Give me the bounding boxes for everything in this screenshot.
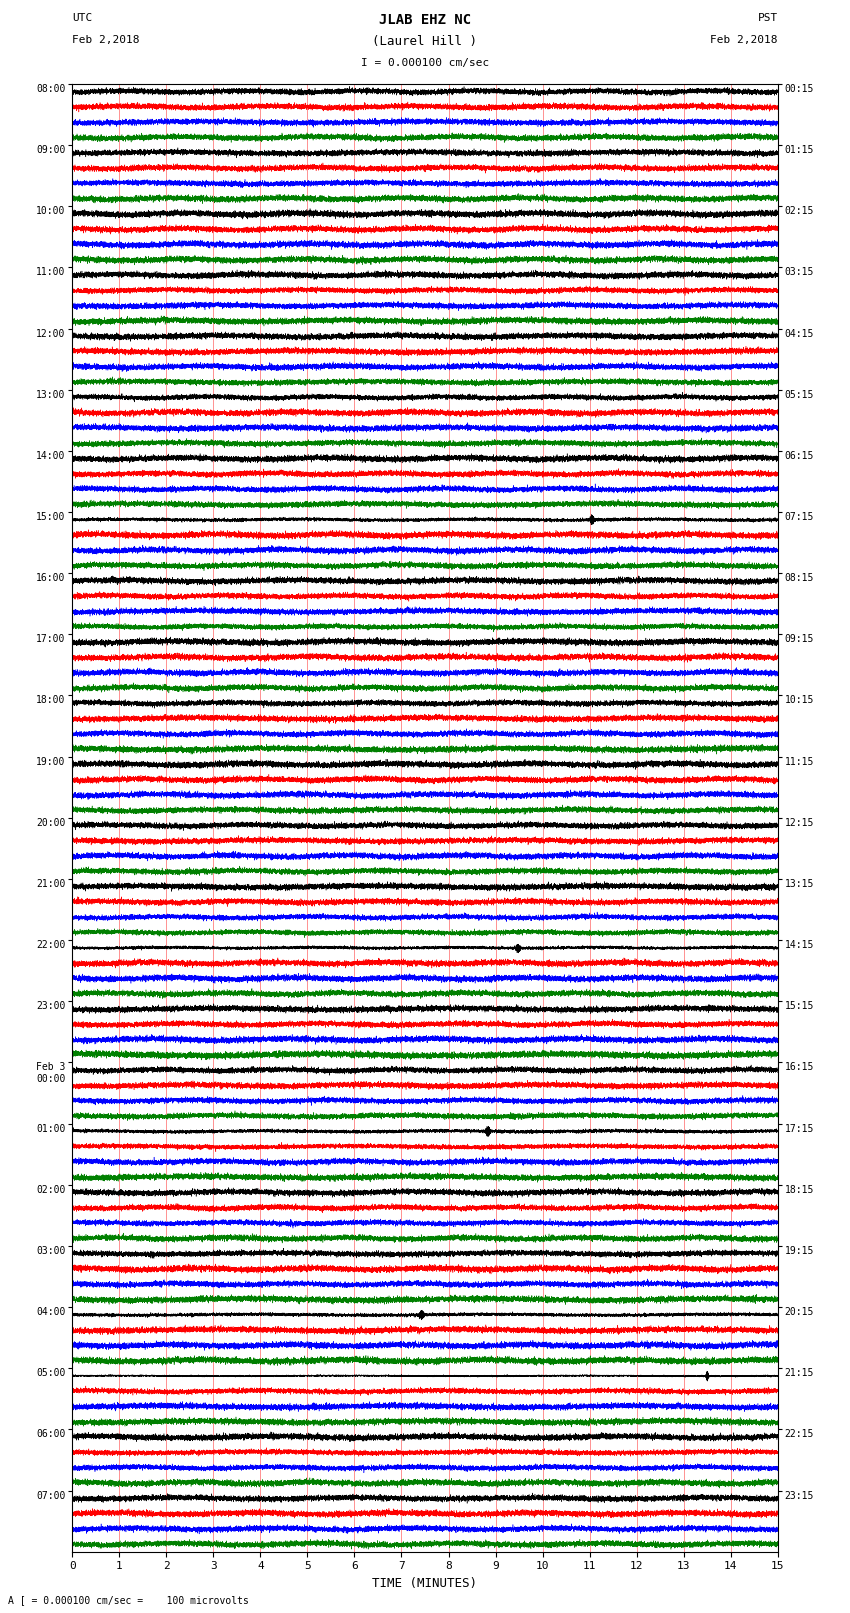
Text: I = 0.000100 cm/sec: I = 0.000100 cm/sec bbox=[361, 58, 489, 68]
Text: Feb 2,2018: Feb 2,2018 bbox=[72, 35, 139, 45]
X-axis label: TIME (MINUTES): TIME (MINUTES) bbox=[372, 1578, 478, 1590]
Text: Feb 2,2018: Feb 2,2018 bbox=[711, 35, 778, 45]
Text: UTC: UTC bbox=[72, 13, 93, 23]
Text: A [ = 0.000100 cm/sec =    100 microvolts: A [ = 0.000100 cm/sec = 100 microvolts bbox=[8, 1595, 249, 1605]
Text: PST: PST bbox=[757, 13, 778, 23]
Text: (Laurel Hill ): (Laurel Hill ) bbox=[372, 35, 478, 48]
Text: JLAB EHZ NC: JLAB EHZ NC bbox=[379, 13, 471, 27]
